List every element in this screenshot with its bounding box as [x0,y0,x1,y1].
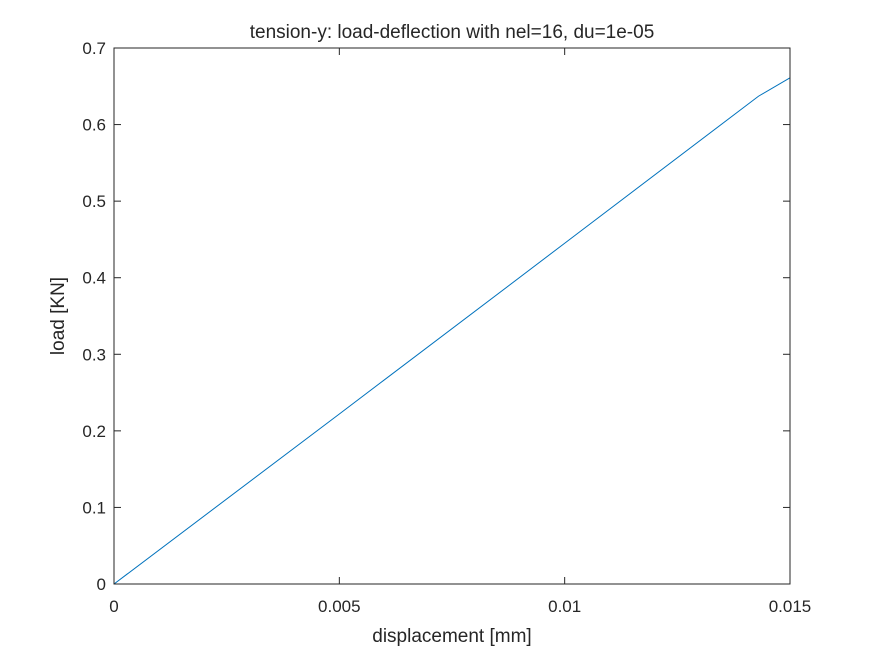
y-tick-label: 0.3 [82,345,106,364]
x-tick-label: 0 [109,597,118,616]
y-tick-label: 0.7 [82,39,106,58]
x-tick-label: 0.01 [548,597,581,616]
x-axis: 0 0.005 0.01 0.015 [109,48,811,616]
chart-title: tension-y: load-deflection with nel=16, … [250,22,655,43]
x-axis-label: displacement [mm] [372,626,531,647]
x-tick-label: 0.005 [318,597,361,616]
y-axis: 0 0.1 0.2 0.3 0.4 0.5 0.6 0.7 [82,39,790,594]
y-tick-label: 0 [97,575,106,594]
y-tick-label: 0.6 [82,116,106,135]
series-line [113,77,791,585]
series-layer [113,77,791,585]
y-tick-label: 0.5 [82,192,106,211]
y-tick-label: 0.4 [82,269,106,288]
y-axis-label: load [KN] [48,277,69,355]
y-tick-label: 0.2 [82,422,106,441]
axes-box [113,47,791,585]
x-tick-label: 0.015 [769,597,812,616]
plot-background [114,48,790,584]
y-tick-label: 0.1 [82,498,106,517]
